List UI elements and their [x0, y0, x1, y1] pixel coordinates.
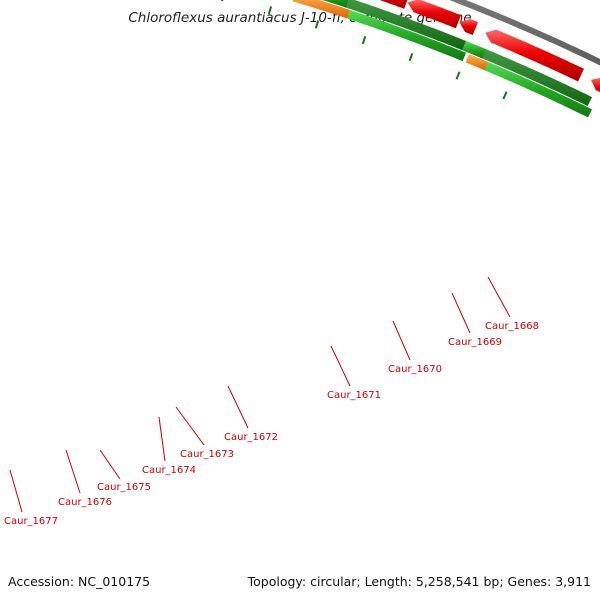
- gene-leader-line: [65, 449, 81, 494]
- cog-segment: [480, 48, 592, 107]
- gene-label: Caur_1668: [485, 321, 539, 332]
- major-tick: [455, 71, 461, 80]
- cds-arrow: [459, 18, 478, 36]
- cog-segment: [292, 0, 350, 19]
- cog-segment: [483, 61, 592, 118]
- major-tick: [267, 6, 273, 15]
- gene-leader-line: [99, 449, 121, 480]
- cds-arrow: [485, 29, 584, 82]
- genome-summary-text: Topology: circular; Length: 5,258,541 bp…: [247, 574, 591, 589]
- gene-label: Caur_1673: [180, 449, 234, 460]
- cog-segment: [322, 0, 349, 8]
- gene-leader-line: [330, 345, 351, 387]
- major-tick: [408, 52, 414, 62]
- cog-segment: [344, 0, 466, 51]
- gene-label: Caur_1669: [448, 337, 502, 348]
- gene-label: Caur_1670: [388, 364, 442, 375]
- cog-segment: [462, 41, 486, 59]
- gene-leader-line: [227, 385, 249, 429]
- gene-label: Caur_1675: [97, 482, 151, 493]
- cds-arrow: [591, 77, 600, 93]
- gene-leader-line: [451, 292, 471, 334]
- gene-labels: Caur_1668 Caur_1669 Caur_1670 Caur_1671 Caur…: [4, 276, 539, 527]
- gene-label: Caur_1676: [58, 497, 112, 508]
- gene-label: Caur_1672: [224, 432, 278, 443]
- gene-leader-line: [9, 469, 23, 513]
- gene-label: Caur_1674: [142, 465, 196, 476]
- gene-features: [292, 0, 600, 118]
- cds-arrow: [379, 0, 408, 9]
- cog-segment: [347, 10, 466, 62]
- gene-leader-line: [487, 276, 511, 318]
- major-tick: [502, 91, 508, 100]
- major-tick: [314, 20, 320, 29]
- major-tick: [361, 35, 367, 45]
- kbp-ruler: 2290 kbp2291 kbp2292 kbp2293 kbp2294 kbp…: [221, 0, 508, 100]
- gene-leader-line: [392, 320, 411, 361]
- cds-arrow: [407, 0, 461, 29]
- cog-segment: [465, 54, 488, 71]
- gene-leader-line: [158, 416, 166, 462]
- gene-label: Caur_1677: [4, 516, 58, 527]
- gene-label: Caur_1671: [327, 390, 381, 401]
- accession-text: Accession: NC_010175: [8, 574, 151, 589]
- gene-leader-line: [175, 406, 205, 446]
- major-tick: [221, 0, 224, 2]
